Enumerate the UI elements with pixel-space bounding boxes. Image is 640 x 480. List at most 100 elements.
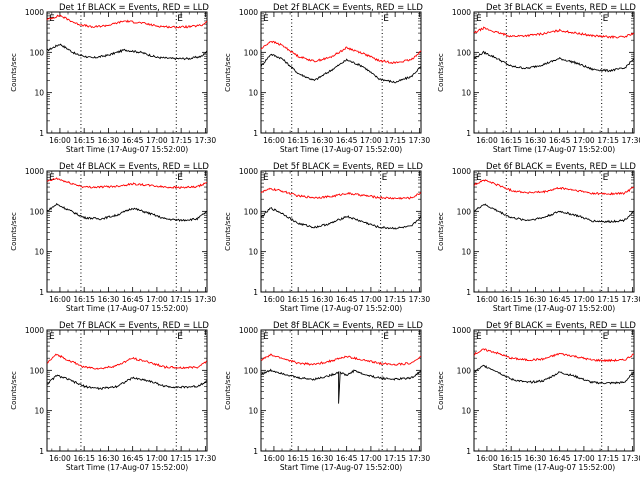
plot-frame (473, 170, 635, 293)
x-tick-label: 17:00 (573, 454, 595, 463)
x-axis-label: Start Time (17-Aug-07 15:52:00) (280, 145, 402, 154)
panel-5: Det 5f BLACK = Events, RED = LLD 1 10 100 10… (224, 162, 430, 313)
event-marker-label: E (383, 14, 389, 24)
corner-label: E (49, 332, 55, 342)
x-tick-label: 16:45 (549, 295, 571, 304)
x-tick-label: 16:30 (525, 454, 547, 463)
x-tick-label: 17:15 (597, 136, 619, 145)
series-line-lld (473, 26, 635, 39)
x-tick-label: 17:00 (573, 136, 595, 145)
y-tick-label: 1 (253, 288, 258, 297)
x-tick-label: 16:00 (49, 454, 71, 463)
y-tick-label: 1 (39, 447, 44, 456)
x-tick-label: 17:30 (409, 454, 431, 463)
x-tick-label: 16:30 (312, 454, 334, 463)
y-tick-label: 1 (466, 447, 471, 456)
series-line-events (473, 364, 635, 385)
y-tick-label: 100 (457, 366, 472, 375)
x-tick-label: 16:00 (476, 454, 498, 463)
y-tick-label: 1 (39, 288, 44, 297)
y-axis-label: Counts/sec (224, 53, 232, 92)
x-tick-label: 16:00 (263, 295, 285, 304)
plot-frame (473, 11, 635, 134)
x-tick-label: 17:15 (170, 136, 192, 145)
panel-title: Det 4f BLACK = Events, RED = LLD (59, 162, 209, 172)
y-axis-label: Counts/sec (224, 212, 232, 251)
x-tick-label: 16:15 (287, 136, 309, 145)
x-tick-label: 17:30 (622, 295, 640, 304)
y-tick-label: 1000 (452, 167, 471, 176)
series-line-lld (46, 177, 208, 189)
y-tick-label: 100 (30, 48, 45, 57)
panel-title: Det 3f BLACK = Events, RED = LLD (486, 3, 636, 13)
y-axis-label: Counts/sec (437, 53, 445, 92)
x-tick-label: 16:30 (525, 136, 547, 145)
x-tick-label: 16:45 (549, 136, 571, 145)
x-tick-label: 17:15 (384, 136, 406, 145)
x-tick-label: 17:15 (597, 295, 619, 304)
x-axis-label: Start Time (17-Aug-07 15:52:00) (493, 463, 615, 472)
y-tick-label: 10 (34, 407, 44, 416)
y-tick-label: 100 (30, 207, 45, 216)
corner-label: E (476, 332, 482, 342)
y-tick-label: 10 (34, 248, 44, 257)
plot-frame (260, 329, 422, 452)
x-tick-label: 16:00 (49, 136, 71, 145)
x-tick-label: 16:00 (476, 136, 498, 145)
y-tick-label: 1 (39, 129, 44, 138)
y-axis-label: Counts/sec (224, 371, 232, 410)
panel-title: Det 1f BLACK = Events, RED = LLD (59, 3, 209, 13)
y-axis-label: Counts/sec (437, 212, 445, 251)
x-tick-label: 17:30 (622, 454, 640, 463)
event-marker-label: E (177, 173, 183, 183)
panel-8: Det 8f BLACK = Events, RED = LLD 1 10 100 10… (224, 321, 430, 472)
plot-frame (46, 11, 208, 134)
x-axis-label: Start Time (17-Aug-07 15:52:00) (66, 463, 188, 472)
x-tick-label: 16:45 (336, 136, 358, 145)
panel-title: Det 6f BLACK = Events, RED = LLD (486, 162, 636, 172)
x-tick-label: 16:00 (476, 295, 498, 304)
x-tick-label: 16:45 (336, 454, 358, 463)
y-tick-label: 100 (30, 366, 45, 375)
series-line-lld (473, 348, 635, 363)
event-marker-label: E (603, 332, 609, 342)
x-tick-label: 16:15 (500, 454, 522, 463)
y-tick-label: 1 (253, 129, 258, 138)
x-tick-label: 16:45 (336, 295, 358, 304)
x-tick-label: 16:45 (122, 136, 144, 145)
x-tick-label: 16:30 (312, 295, 334, 304)
event-marker-label: E (383, 332, 389, 342)
x-tick-label: 16:30 (525, 295, 547, 304)
x-tick-label: 16:00 (49, 295, 71, 304)
y-tick-label: 1000 (452, 326, 471, 335)
y-tick-label: 100 (244, 207, 259, 216)
x-tick-label: 17:30 (409, 136, 431, 145)
series-line-lld (473, 179, 635, 196)
event-marker-label: E (177, 332, 183, 342)
y-tick-label: 100 (244, 366, 259, 375)
y-axis-label: Counts/sec (10, 212, 18, 251)
y-tick-label: 10 (34, 89, 44, 98)
x-tick-label: 17:30 (195, 454, 217, 463)
event-marker-label: E (603, 173, 609, 183)
plot-frame (46, 170, 208, 293)
x-tick-label: 16:15 (73, 295, 95, 304)
x-tick-label: 17:15 (384, 454, 406, 463)
plot-frame (260, 170, 422, 293)
y-tick-label: 10 (461, 407, 471, 416)
series-line-events (46, 374, 207, 391)
x-tick-label: 16:00 (263, 136, 285, 145)
corner-label: E (263, 14, 269, 24)
x-tick-label: 17:30 (409, 295, 431, 304)
x-tick-label: 16:45 (549, 454, 571, 463)
x-tick-label: 17:15 (170, 295, 192, 304)
x-tick-label: 17:00 (146, 295, 168, 304)
x-tick-label: 16:15 (73, 454, 95, 463)
event-marker-label: E (177, 14, 183, 24)
y-tick-label: 100 (457, 207, 472, 216)
x-tick-label: 16:15 (500, 136, 522, 145)
x-axis-label: Start Time (17-Aug-07 15:52:00) (66, 304, 188, 313)
y-tick-label: 10 (461, 89, 471, 98)
x-tick-label: 17:30 (195, 136, 217, 145)
x-axis-label: Start Time (17-Aug-07 15:52:00) (66, 145, 188, 154)
